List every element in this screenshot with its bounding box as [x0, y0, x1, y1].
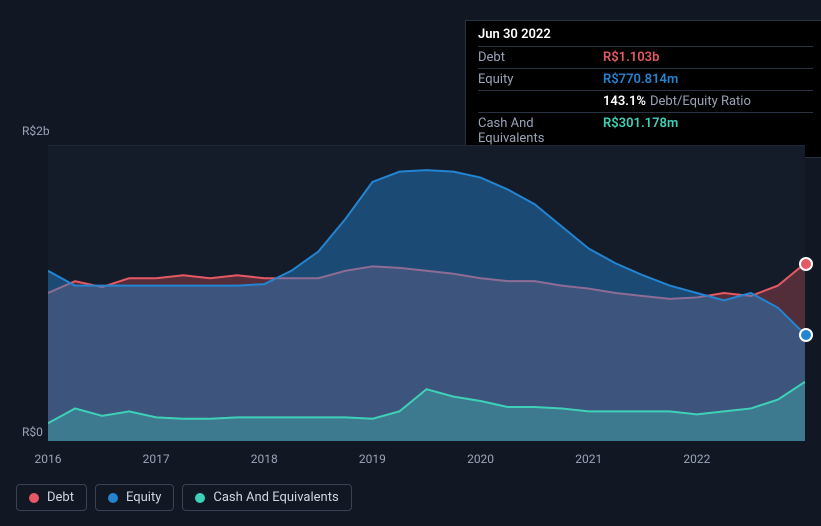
tooltip-date: Jun 30 2022 [478, 27, 813, 42]
tooltip-row-label: Debt [478, 50, 603, 65]
tooltip-row-value: R$301.178m [603, 116, 678, 146]
area-chart [48, 145, 805, 441]
x-tick-label: 2020 [467, 452, 494, 466]
x-tick-label: 2017 [143, 452, 170, 466]
legend-debt[interactable]: Debt [16, 484, 87, 511]
tooltip-row-label [478, 94, 603, 109]
debt-end-marker [799, 257, 813, 271]
x-tick-label: 2022 [683, 452, 710, 466]
y-axis-bottom-label: R$0 [22, 425, 43, 439]
x-tick-label: 2021 [575, 452, 602, 466]
circle-icon [108, 493, 118, 503]
y-axis-top-label: R$2b [22, 124, 50, 138]
circle-icon [29, 493, 39, 503]
chart-legend: Debt Equity Cash And Equivalents [16, 484, 352, 511]
legend-label: Cash And Equivalents [213, 490, 338, 505]
legend-label: Equity [126, 490, 161, 505]
chart-container: { "tooltip": { "date": "Jun 30 2022", "r… [0, 0, 821, 526]
chart-tooltip: Jun 30 2022 DebtR$1.103bEquityR$770.814m… [465, 20, 821, 158]
legend-label: Debt [47, 490, 74, 505]
legend-equity[interactable]: Equity [95, 484, 174, 511]
tooltip-row-label: Cash And Equivalents [478, 116, 603, 146]
legend-cash[interactable]: Cash And Equivalents [182, 484, 351, 511]
tooltip-row-value: R$1.103b [603, 50, 659, 65]
x-axis: 2016201720182019202020212022 [48, 452, 805, 470]
x-tick-label: 2019 [359, 452, 386, 466]
equity-end-marker [799, 328, 813, 342]
tooltip-row-value: 143.1%Debt/Equity Ratio [603, 94, 751, 109]
tooltip-row-value: R$770.814m [603, 72, 678, 87]
x-tick-label: 2016 [35, 452, 62, 466]
circle-icon [195, 493, 205, 503]
x-tick-label: 2018 [251, 452, 278, 466]
tooltip-row-label: Equity [478, 72, 603, 87]
